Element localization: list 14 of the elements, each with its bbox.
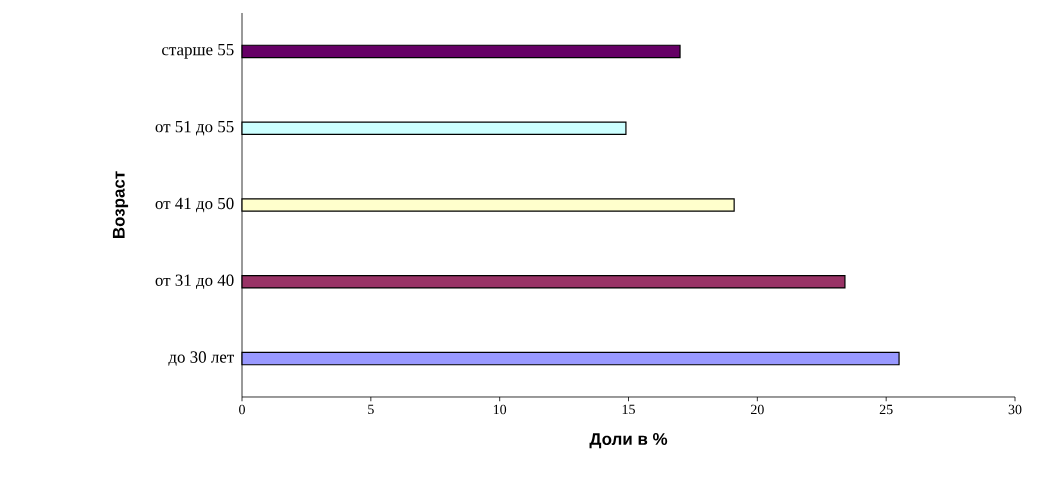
x-tick-label: 20 bbox=[750, 404, 764, 415]
x-tick-label: 15 bbox=[622, 404, 635, 415]
y-tick-label: от 51 до 55 bbox=[155, 120, 234, 136]
x-tick-label: 25 bbox=[879, 404, 893, 415]
y-axis-title: Возраст bbox=[112, 171, 129, 238]
x-axis-title: Доли в % bbox=[589, 433, 668, 449]
y-tick-label: старше 55 bbox=[162, 44, 234, 59]
x-tick-label: 10 bbox=[493, 404, 507, 415]
x-tick-label: 30 bbox=[1008, 404, 1022, 415]
y-tick-label: от 41 до 50 bbox=[155, 197, 234, 213]
y-tick-label: до 30 лет bbox=[168, 351, 234, 366]
x-tick-label: 0 bbox=[239, 404, 245, 415]
x-tick-label: 5 bbox=[368, 404, 374, 415]
y-tick-label: от 31 до 40 bbox=[155, 274, 234, 290]
